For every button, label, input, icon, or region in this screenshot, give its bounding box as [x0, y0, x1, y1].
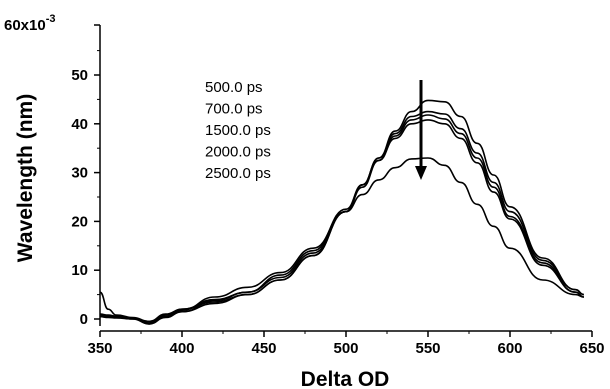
y-tick-label: 0 [80, 311, 88, 328]
x-tick-label: 500 [333, 340, 358, 357]
y-tick-label: 50 [71, 67, 88, 84]
axes [99, 25, 592, 332]
y-tick-label: 30 [71, 165, 88, 182]
y-multiplier-exponent: -3 [46, 13, 56, 25]
legend-entry-1: 500.0 ps [205, 79, 263, 96]
x-tick-label: 650 [579, 340, 604, 357]
legend-entry-5: 2500.0 ps [205, 165, 271, 182]
x-tick-label: 350 [87, 340, 112, 357]
x-tick-label: 550 [415, 340, 440, 357]
legend-entry-2: 700.0 ps [205, 101, 263, 118]
y-axis-title: Wavelength (nm) [14, 94, 37, 262]
series-group [99, 99, 584, 325]
series-line-4 [99, 119, 584, 325]
legend-entry-4: 2000.0 ps [205, 144, 271, 161]
decay-arrow-head [415, 166, 427, 180]
y-multiplier-base: 60x10 [4, 17, 46, 34]
legend-entry-3: 1500.0 ps [205, 122, 271, 139]
x-tick-label: 600 [497, 340, 522, 357]
y-multiplier-label: 60x10-3 [4, 13, 56, 34]
x-tick-label: 450 [251, 340, 276, 357]
y-tick-label: 40 [71, 116, 88, 133]
y-tick-label: 10 [71, 262, 88, 279]
x-tick-label: 400 [169, 340, 194, 357]
legend: 500.0 ps 700.0 ps 1500.0 ps 2000.0 ps 2500.0… [205, 79, 271, 182]
tick-group: 350 400 450 500 550 600 650 0 10 20 30 40 50 [71, 24, 605, 357]
x-axis-title: Delta OD [301, 368, 390, 389]
series-line-5 [99, 157, 584, 323]
y-tick-label: 20 [71, 213, 88, 230]
decay-arrow [415, 80, 427, 180]
